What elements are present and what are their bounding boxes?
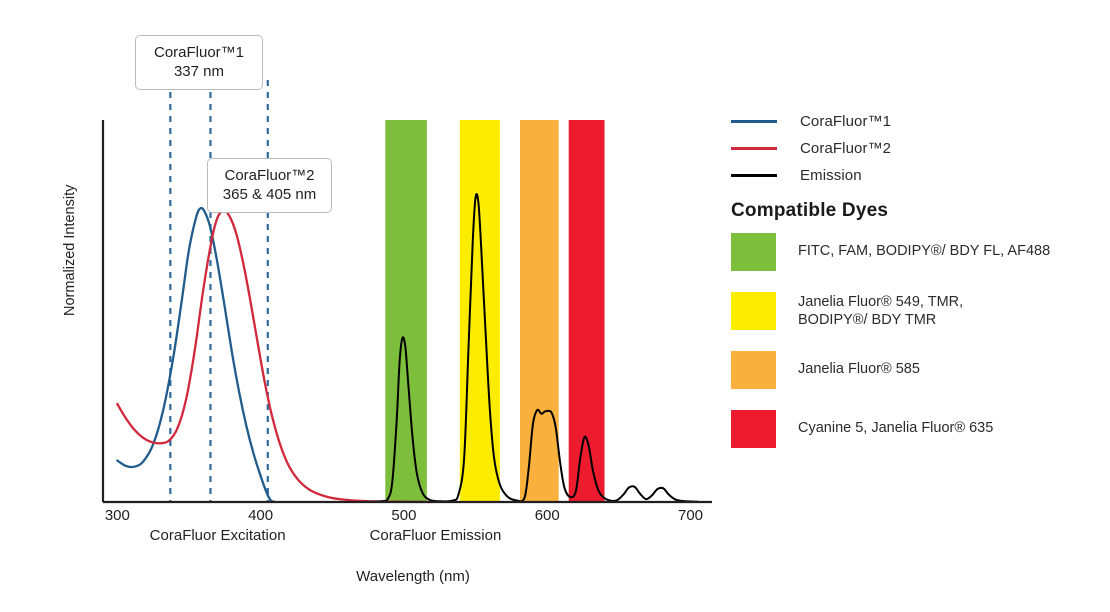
dye-swatch-1 bbox=[731, 292, 776, 330]
x-tick-300: 300 bbox=[104, 507, 130, 524]
y-axis-title: Normalized Intensity bbox=[62, 184, 78, 316]
legend-entry-1: CoraFluor™2 bbox=[731, 135, 1091, 162]
callout-2-line1: CoraFluor™2 bbox=[224, 167, 315, 184]
x-tick-400: 400 bbox=[248, 507, 274, 524]
dye-row-1: Janelia Fluor® 549, TMR, BODIPY®/ BDY TM… bbox=[731, 292, 1101, 330]
x-axis-title: Wavelength (nm) bbox=[356, 568, 470, 585]
dye-label-1: Janelia Fluor® 549, TMR, BODIPY®/ BDY TM… bbox=[798, 294, 964, 328]
red-band bbox=[568, 120, 605, 502]
series-curve-1 bbox=[116, 209, 434, 504]
dye-label-3: Cyanine 5, Janelia Fluor® 635 bbox=[798, 420, 994, 436]
legend-entry-2: Emission bbox=[731, 162, 1091, 189]
dye-row-0: FITC, FAM, BODIPY®/ BDY FL, AF488 bbox=[731, 233, 1101, 271]
dye-label-0: FITC, FAM, BODIPY®/ BDY FL, AF488 bbox=[798, 243, 1051, 259]
x-tick-500: 500 bbox=[391, 507, 417, 524]
callout-coraflour-1: CoraFluor™1 337 nm bbox=[135, 35, 263, 90]
legend-label-2: Emission bbox=[800, 167, 862, 184]
callout-1-line1: CoraFluor™1 bbox=[153, 44, 245, 61]
series-curve-0 bbox=[116, 206, 277, 504]
legend-entry-0: CoraFluor™1 bbox=[731, 108, 1091, 135]
series-legend: CoraFluor™1 CoraFluor™2 Emission bbox=[731, 108, 1091, 189]
compatible-dyes-list: FITC, FAM, BODIPY®/ BDY FL, AF488 Janelia… bbox=[731, 233, 1101, 469]
series-curve-2 bbox=[359, 192, 699, 503]
callout-2-line2: 365 & 405 nm bbox=[222, 186, 317, 203]
dye-swatch-2 bbox=[731, 351, 776, 389]
legend-line-swatch-1 bbox=[731, 147, 777, 150]
dye-label-2: Janelia Fluor® 585 bbox=[798, 361, 920, 377]
green-band bbox=[385, 120, 427, 502]
compatible-dyes-title: Compatible Dyes bbox=[731, 200, 889, 221]
legend-line-swatch-0 bbox=[731, 120, 777, 123]
dye-swatch-0 bbox=[731, 233, 776, 271]
callout-1-line2: 337 nm bbox=[173, 63, 225, 80]
dye-swatch-3 bbox=[731, 410, 776, 448]
axis-region-label-region_emission: CoraFluor Emission bbox=[369, 527, 502, 544]
dye-row-3: Cyanine 5, Janelia Fluor® 635 bbox=[731, 410, 1101, 448]
orange-band bbox=[519, 120, 559, 502]
legend-line-swatch-2 bbox=[731, 174, 777, 177]
axis-region-label-region_excitation: CoraFluor Excitation bbox=[149, 527, 286, 544]
x-tick-600: 600 bbox=[534, 507, 560, 524]
legend-label-1: CoraFluor™2 bbox=[800, 140, 892, 157]
callout-coraflour-2: CoraFluor™2 365 & 405 nm bbox=[207, 158, 332, 213]
legend-label-0: CoraFluor™1 bbox=[800, 113, 892, 130]
x-tick-700: 700 bbox=[677, 507, 704, 524]
yellow-band bbox=[459, 120, 500, 502]
dye-row-2: Janelia Fluor® 585 bbox=[731, 351, 1101, 389]
